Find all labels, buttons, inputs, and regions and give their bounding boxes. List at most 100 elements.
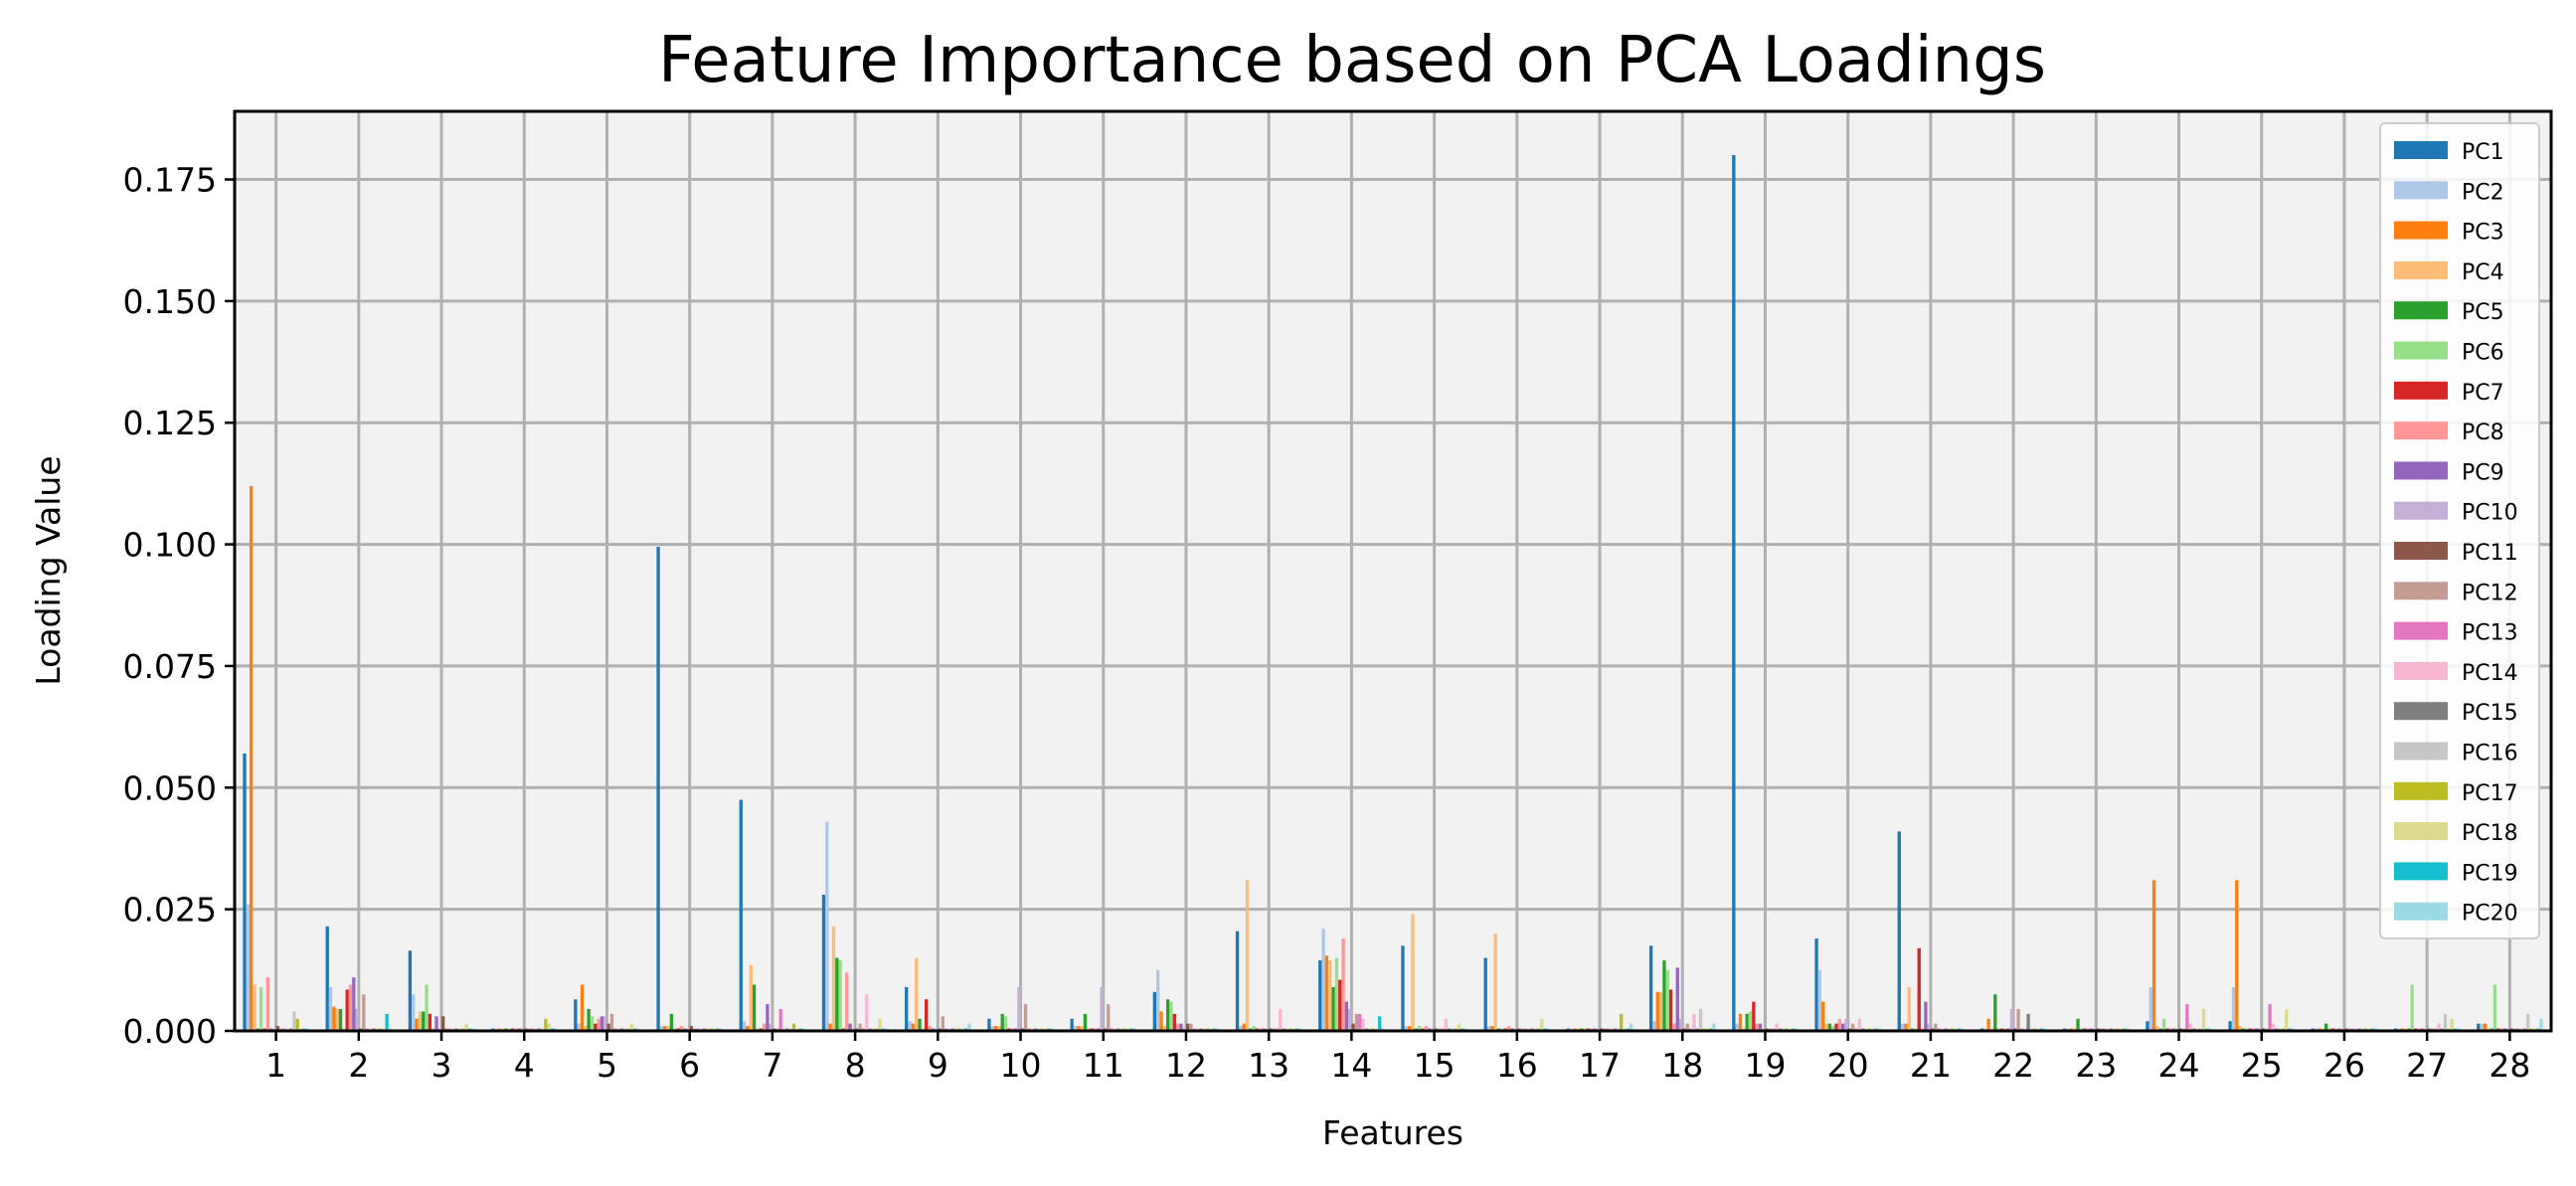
bar-pc6-feature-24	[2161, 1018, 2166, 1031]
bar-pc12-feature-20	[1851, 1023, 1855, 1031]
bar-pc3-feature-5	[580, 984, 585, 1031]
bar-pc12-feature-21	[1934, 1023, 1938, 1031]
x-tick-label: 2	[348, 1046, 369, 1085]
x-tick-label: 9	[928, 1046, 948, 1085]
bar-pc18-feature-5	[629, 1023, 634, 1031]
bar-pc3-feature-3	[415, 1018, 419, 1031]
bar-pc6-feature-13	[1252, 1026, 1256, 1031]
bar-pc4-feature-7	[749, 964, 753, 1031]
bar-pc3-feature-2	[332, 1006, 336, 1031]
bar-pc4-feature-16	[1493, 933, 1497, 1031]
bar-pc9-feature-3	[434, 1016, 438, 1031]
bar-pc6-feature-18	[1665, 969, 1669, 1031]
plot-area	[235, 111, 2551, 1031]
bar-pc3-feature-19	[1738, 1013, 1743, 1031]
bar-pc5-feature-26	[2323, 1023, 2328, 1031]
bar-pc12-feature-2	[362, 994, 366, 1031]
bar-pc4-feature-1	[253, 984, 257, 1031]
bar-pc6-feature-14	[1334, 957, 1339, 1031]
legend-label: PC7	[2462, 381, 2504, 406]
legend-frame	[2379, 122, 2540, 939]
bar-pc3-feature-13	[1242, 1023, 1246, 1031]
x-tick-label: 5	[597, 1046, 617, 1085]
legend-label: PC14	[2462, 661, 2518, 686]
x-tick-label: 8	[845, 1046, 866, 1085]
bar-pc3-feature-24	[2151, 880, 2156, 1031]
bar-pc4-feature-11	[1080, 1026, 1084, 1031]
x-tick-label: 18	[1661, 1046, 1703, 1085]
bar-pc1-feature-5	[574, 999, 578, 1031]
bar-pc1-feature-18	[1648, 945, 1653, 1031]
bar-pc3-feature-11	[1077, 1026, 1081, 1031]
bar-pc1-feature-1	[243, 754, 247, 1031]
bar-pc13-feature-7	[778, 1008, 782, 1031]
legend-swatch	[2394, 542, 2448, 560]
series-pc4	[253, 880, 2490, 1031]
x-tick-label: 25	[2241, 1046, 2283, 1085]
bar-pc9-feature-20	[1841, 1023, 1845, 1031]
legend-swatch	[2394, 221, 2448, 240]
legend-swatch	[2394, 181, 2448, 200]
bar-pc8-feature-20	[1837, 1018, 1842, 1031]
bar-pc14-feature-20	[1857, 1018, 1861, 1031]
bar-pc16-feature-18	[1698, 1008, 1703, 1031]
bar-pc2-feature-7	[742, 1021, 747, 1031]
bar-pc3-feature-8	[828, 1023, 832, 1031]
bar-pc9-feature-5	[600, 1016, 604, 1031]
legend-label: PC19	[2462, 861, 2518, 886]
bar-pc12-feature-11	[1107, 1004, 1111, 1031]
legend-swatch	[2394, 621, 2448, 640]
bar-pc4-feature-2	[335, 1008, 339, 1031]
bar-pc1-feature-16	[1483, 957, 1487, 1031]
legend-label: PC5	[2462, 300, 2504, 325]
bar-pc2-feature-3	[412, 994, 416, 1031]
bar-pc13-feature-25	[2268, 1004, 2272, 1031]
bar-pc8-feature-16	[1506, 1026, 1511, 1031]
x-tick-label: 27	[2406, 1046, 2448, 1085]
bar-pc6-feature-20	[1831, 1026, 1835, 1031]
bar-pc3-feature-15	[1407, 1026, 1412, 1031]
legend-label: PC13	[2462, 621, 2518, 646]
bar-pc5-feature-22	[1993, 994, 1997, 1031]
bar-pc5-feature-6	[669, 1013, 674, 1031]
bar-pc8-feature-18	[1672, 1023, 1676, 1031]
bar-pc8-feature-5	[597, 1018, 601, 1031]
bar-pc1-feature-28	[2477, 1023, 2481, 1031]
bar-pc11-feature-1	[275, 1026, 279, 1031]
bar-pc2-feature-28	[2480, 1023, 2484, 1031]
x-tick-label: 22	[1992, 1046, 2034, 1085]
bar-pc2-feature-11	[1073, 1026, 1078, 1031]
bar-pc2-feature-19	[1735, 1023, 1739, 1031]
bar-pc2-feature-1	[246, 904, 250, 1031]
legend-label: PC8	[2462, 421, 2504, 445]
x-tick-label: 21	[1910, 1046, 1952, 1085]
bar-pc5-feature-11	[1083, 1013, 1088, 1031]
bar-pc2-feature-14	[1321, 929, 1325, 1031]
bar-pc1-feature-12	[1152, 991, 1157, 1031]
bar-pc5-feature-3	[422, 1011, 426, 1031]
bar-pc4-feature-9	[915, 957, 919, 1031]
bar-pc4-feature-13	[1245, 880, 1250, 1031]
bar-pc4-feature-24	[2155, 1026, 2159, 1031]
bar-pc9-feature-21	[1924, 1001, 1928, 1031]
bar-pc3-feature-22	[1986, 1018, 1990, 1031]
bar-pc9-feature-18	[1675, 967, 1679, 1031]
bar-pc9-feature-8	[848, 1023, 852, 1031]
bar-pc13-feature-14	[1358, 1013, 1362, 1031]
bar-pc2-feature-18	[1652, 1021, 1656, 1031]
bar-pc1-feature-3	[408, 950, 413, 1031]
bar-pc8-feature-15	[1424, 1026, 1428, 1031]
bar-pc5-feature-14	[1331, 986, 1335, 1031]
legend-swatch	[2394, 582, 2448, 600]
bar-pc4-feature-5	[584, 1026, 588, 1031]
legend-swatch	[2394, 501, 2448, 520]
bar-pc8-feature-8	[845, 972, 849, 1031]
legend-label: PC1	[2462, 140, 2504, 165]
bar-pc7-feature-2	[345, 989, 349, 1031]
bar-pc20-feature-28	[2539, 1018, 2543, 1031]
bar-pc2-feature-8	[825, 821, 829, 1031]
y-tick-label: 0.075	[123, 647, 217, 686]
bar-pc6-feature-10	[1003, 1016, 1008, 1031]
bar-pc1-feature-24	[2146, 1021, 2149, 1031]
bar-pc1-feature-7	[739, 799, 743, 1031]
